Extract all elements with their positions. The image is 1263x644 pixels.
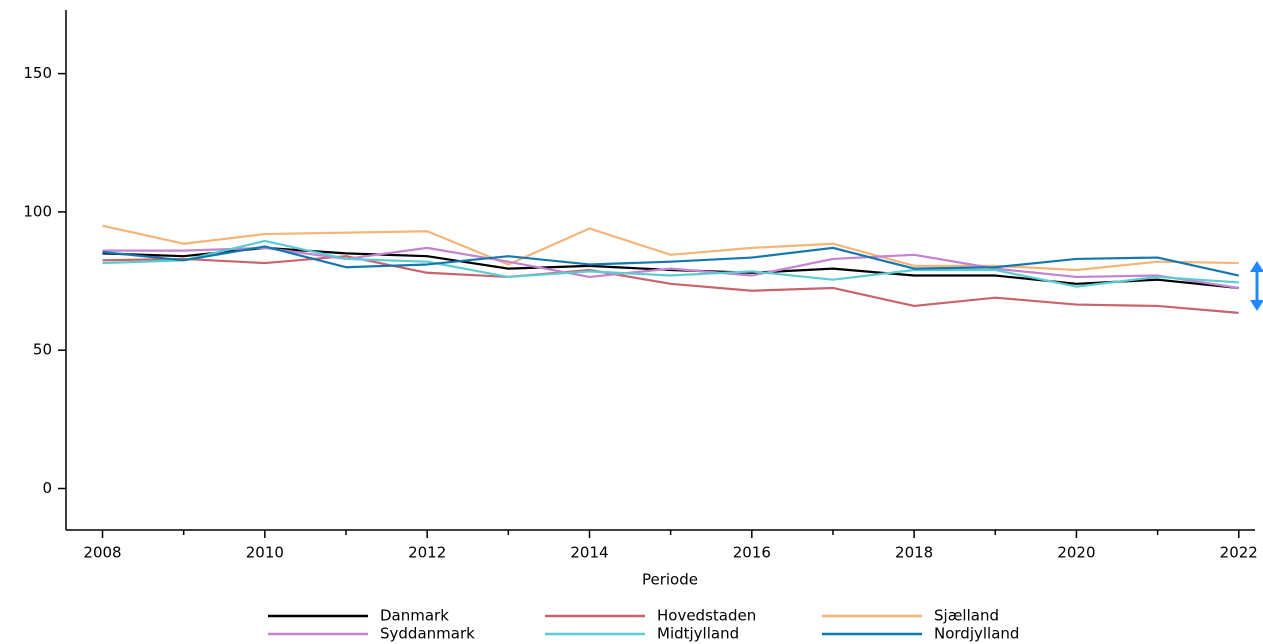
series-line [102, 255, 1239, 314]
legend-label: Hovedstaden [657, 607, 756, 625]
resize-handle[interactable] [1250, 261, 1263, 311]
x-tick-label: 2012 [408, 544, 446, 562]
x-tick-label: 2020 [1057, 544, 1095, 562]
x-tick-label: 2022 [1220, 544, 1258, 562]
legend-label: Nordjylland [934, 625, 1019, 643]
y-tick-label: 100 [23, 202, 52, 220]
y-tick-label: 50 [33, 341, 52, 359]
series-line [102, 245, 1240, 277]
series-line [102, 224, 1239, 272]
y-tick-label: 0 [42, 479, 52, 497]
x-axis-label: Periode [642, 571, 698, 589]
x-tick-label: 2016 [733, 544, 771, 562]
series-line [102, 246, 1239, 290]
legend-label: Danmark [380, 607, 449, 625]
x-tick-label: 2018 [895, 544, 933, 562]
series-line [102, 239, 1239, 288]
legend-label: Midtjylland [657, 625, 739, 643]
x-tick-label: 2008 [83, 544, 121, 562]
legend-label: Syddanmark [380, 625, 475, 643]
legend-label: Sjælland [934, 607, 999, 625]
x-tick-label: 2010 [246, 544, 284, 562]
y-tick-label: 150 [23, 64, 52, 82]
x-tick-label: 2014 [570, 544, 608, 562]
